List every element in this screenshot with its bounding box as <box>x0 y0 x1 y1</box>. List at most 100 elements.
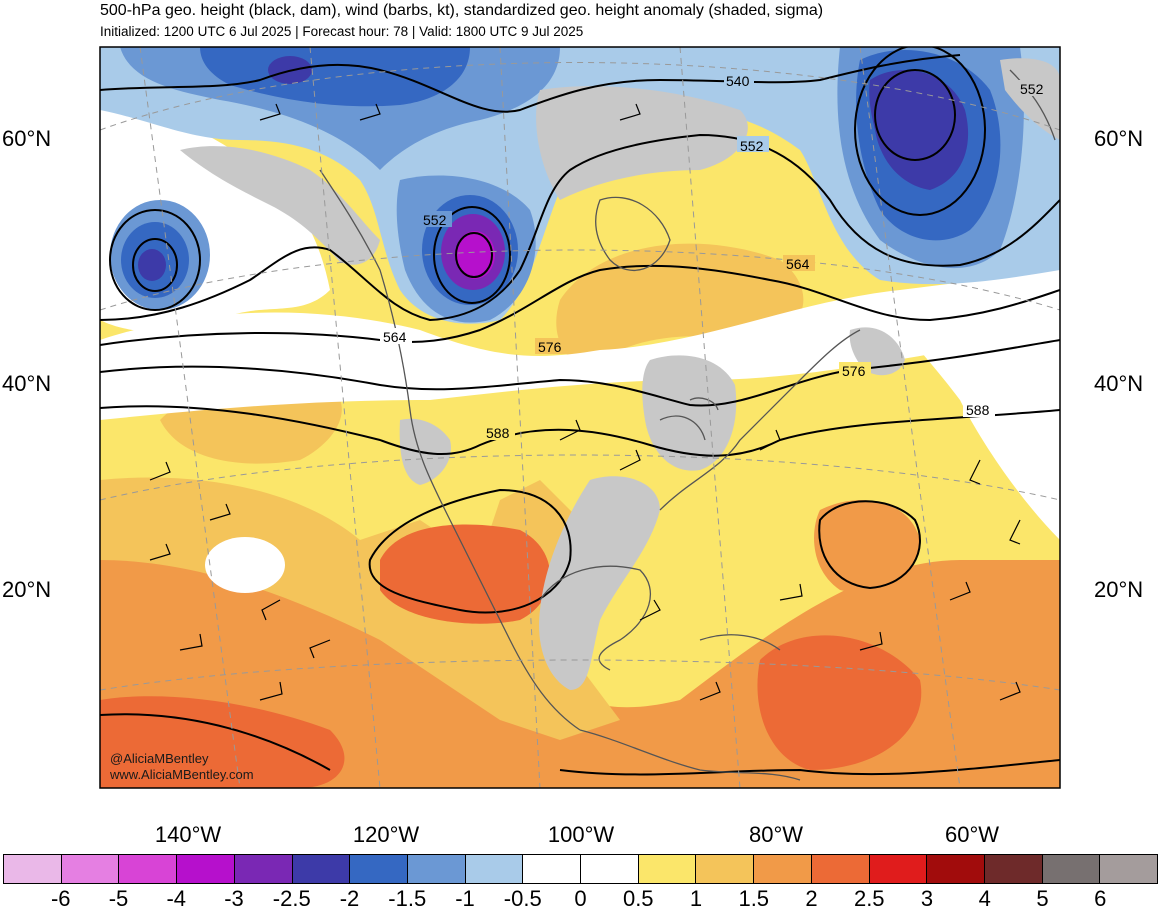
graticule <box>100 47 1060 788</box>
land-mask-gulf <box>539 476 660 690</box>
lat-label-20-right: 20°N <box>1094 577 1144 602</box>
coast-west-na <box>319 169 581 731</box>
contour-high-gulf <box>368 488 572 614</box>
anomaly-core-pacific-low <box>138 249 166 281</box>
contour-low-pacific-inner <box>132 238 178 292</box>
contour-low-pacific <box>109 209 201 311</box>
coast-lakes <box>659 397 719 441</box>
anomaly-darkblue-ne <box>869 70 969 190</box>
colorbar-swatch <box>984 855 1043 883</box>
colorbar-swatch <box>754 855 812 883</box>
colorbar-tick-label: -6 <box>50 886 71 911</box>
lat-label-40-left: 40°N <box>2 371 52 396</box>
colorbar-tick-label: 2 <box>805 886 818 911</box>
anomaly-red-pacific <box>100 696 345 788</box>
coast-gulf <box>539 565 651 671</box>
anomaly-orange-atlantic <box>814 500 920 593</box>
colorbar-swatch <box>4 855 62 883</box>
contour-low-trough <box>433 206 511 304</box>
chart-subtitle: Initialized: 1200 UTC 6 Jul 2025 | Forec… <box>100 24 584 39</box>
contour-low-trough-inner <box>455 232 493 278</box>
contour-label-552-c: 552 <box>423 212 447 228</box>
contour-label-540: 540 <box>726 73 750 89</box>
colorbar-tick-label: -5 <box>108 886 129 911</box>
colorbar-swatch <box>523 855 582 883</box>
contour-588 <box>100 405 1060 457</box>
watermark-url: www.AliciaMBentley.com <box>110 767 254 782</box>
contour-label-552-b: 552 <box>1020 81 1044 97</box>
colorbar-swatch <box>696 855 755 883</box>
colorbar-swatch <box>869 855 928 883</box>
lon-label-80w: 80°W <box>748 822 804 847</box>
colorbar-tick-label: -4 <box>166 886 187 911</box>
contour-low-ne <box>854 47 986 216</box>
contour-label-588-a: 588 <box>486 425 510 441</box>
colorbar-tick-label: 0.5 <box>622 886 654 911</box>
colorbar-tick-label: -1.5 <box>388 886 427 911</box>
colorbar-tick-label: -2.5 <box>272 886 311 911</box>
lon-label-120w: 120°W <box>352 822 420 847</box>
colorbar-swatch <box>61 855 120 883</box>
coast-east-na <box>659 329 861 511</box>
map-content <box>100 47 1060 788</box>
coast-cuba <box>699 634 781 651</box>
colorbar-swatch <box>119 855 178 883</box>
contour-540 <box>100 54 961 113</box>
land-mask-greenland <box>1000 58 1060 140</box>
anomaly-white-band <box>100 270 1060 420</box>
colorbar-tick-label: 5 <box>1036 886 1049 911</box>
land-mask-alaska <box>180 146 380 265</box>
watermark-handle: @AliciaMBentley <box>110 751 209 766</box>
contour-label-576-b: 576 <box>842 363 866 379</box>
contour-south <box>100 713 1060 776</box>
contour-576 <box>100 339 1060 407</box>
contour-high-atlantic <box>818 500 921 590</box>
map-frame <box>99 46 1061 789</box>
colorbar-swatch <box>1042 855 1101 883</box>
colorbar-swatch <box>292 855 351 883</box>
colorbar-swatch <box>177 855 235 883</box>
lat-label-20-left: 20°N <box>2 577 52 602</box>
lon-label-140w: 140°W <box>154 822 222 847</box>
contour-labels: 540 552 552 552 564 564 576 576 588 588 <box>380 72 1049 441</box>
lon-label-100w: 100°W <box>547 822 615 847</box>
colorbar-tick-label: 4 <box>978 886 991 911</box>
colorbar-swatch <box>811 855 870 883</box>
coastlines <box>319 69 1056 781</box>
coast-greenland <box>1009 69 1056 141</box>
contour-low-ne-inner <box>874 69 956 161</box>
contour-label-564-a: 564 <box>383 329 407 345</box>
anomaly-white-pacific-spot <box>205 537 285 593</box>
chart-title: 500-hPa geo. height (black, dam), wind (… <box>100 2 824 19</box>
colorbar-swatch <box>407 855 466 883</box>
lat-label-40-right: 40°N <box>1094 371 1144 396</box>
contour-564 <box>100 264 1060 346</box>
colorbar-swatch <box>465 855 524 883</box>
colorbar <box>3 854 1158 884</box>
colorbar-tick-label: -1 <box>455 886 475 911</box>
land-mask-great-lakes <box>642 355 737 471</box>
wind-barbs <box>149 103 1021 701</box>
colorbar-tick-label: -0.5 <box>503 886 542 911</box>
height-contours <box>100 47 1060 776</box>
colorbar-tick-label: 0 <box>574 886 587 911</box>
lon-label-60w: 60°W <box>944 822 1000 847</box>
anomaly-red-caribbean <box>757 635 922 770</box>
contour-label-552-a: 552 <box>740 138 764 154</box>
colorbar-swatch <box>927 855 985 883</box>
colorbar-swatch <box>581 855 639 883</box>
contour-label-564-b: 564 <box>786 256 810 272</box>
coast-hudson <box>595 196 671 271</box>
contour-label-576-a: 576 <box>538 339 562 355</box>
contour-552-west <box>100 133 1060 322</box>
lat-label-60-left: 60°N <box>2 126 52 151</box>
anomaly-magenta-trough <box>455 231 495 279</box>
anomaly-blue-nw <box>200 47 470 107</box>
lat-label-60-right: 60°N <box>1094 126 1144 151</box>
colorbar-swatch <box>234 855 293 883</box>
colorbar-tick-label: 2.5 <box>853 886 885 911</box>
colorbar-swatch <box>1100 855 1158 883</box>
colorbar-tick-label: 1 <box>689 886 703 911</box>
colorbar-swatch <box>638 855 697 883</box>
